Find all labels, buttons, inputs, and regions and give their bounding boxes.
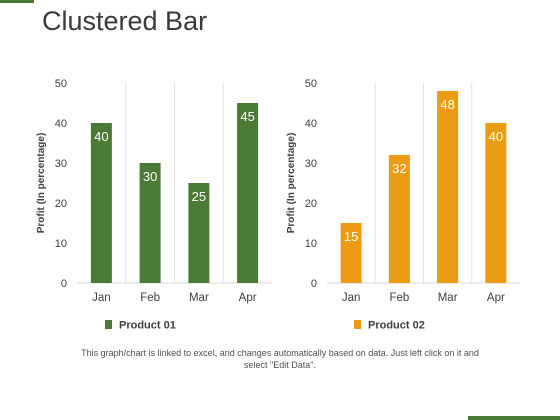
y-axis-label: Profit (In percentage) (286, 133, 297, 234)
data-label: 40 (489, 129, 503, 144)
legend-label: Product 01 (119, 320, 176, 332)
x-tick-label: Mar (189, 292, 209, 304)
slide-title: Clustered Bar (42, 6, 208, 36)
bar (237, 103, 259, 283)
x-tick-label: Mar (438, 292, 458, 304)
data-label: 45 (240, 109, 254, 124)
data-label: 15 (344, 229, 358, 244)
y-tick-label: 40 (305, 118, 317, 130)
y-tick-label: 20 (305, 198, 317, 210)
bar (90, 123, 112, 283)
x-tick-label: Feb (389, 292, 409, 304)
y-tick-label: 0 (311, 278, 317, 290)
product-01-chart: 0 10 20 30 40 50 Profit (In percentage) 40 Jan 30… (36, 78, 272, 332)
accent-bar-top-left (0, 0, 34, 3)
x-tick-label: Apr (487, 292, 505, 304)
legend-label: Product 02 (368, 320, 425, 332)
x-tick-label: Jan (92, 292, 111, 304)
bar (437, 91, 459, 283)
legend-swatch (354, 320, 361, 329)
y-tick-label: 50 (55, 78, 67, 90)
x-tick-label: Apr (239, 292, 257, 304)
y-tick-label: 30 (305, 158, 317, 170)
bar (188, 183, 210, 283)
legend-swatch (105, 320, 112, 329)
data-label: 30 (143, 169, 157, 184)
footer-note: This graph/chart is linked to excel, and… (81, 348, 479, 370)
bar (139, 163, 161, 283)
bar (388, 155, 410, 283)
data-label: 32 (392, 161, 406, 176)
x-tick-label: Jan (342, 292, 361, 304)
product-02-chart: 0 10 20 30 40 50 Profit (In percentage) 15 Jan 32… (286, 78, 520, 332)
y-axis-label: Profit (In percentage) (36, 133, 47, 234)
x-tick-label: Feb (140, 292, 160, 304)
y-tick-label: 10 (305, 238, 317, 250)
y-tick-label: 40 (55, 118, 67, 130)
y-tick-label: 0 (61, 278, 67, 290)
data-label: 40 (94, 129, 108, 144)
bar (340, 223, 362, 283)
y-tick-label: 10 (55, 238, 67, 250)
accent-bar-bottom-right (468, 416, 560, 420)
y-tick-label: 30 (55, 158, 67, 170)
bar (485, 123, 507, 283)
y-tick-label: 20 (55, 198, 67, 210)
data-label: 48 (440, 97, 454, 112)
y-tick-label: 50 (305, 78, 317, 90)
data-label: 25 (192, 189, 206, 204)
